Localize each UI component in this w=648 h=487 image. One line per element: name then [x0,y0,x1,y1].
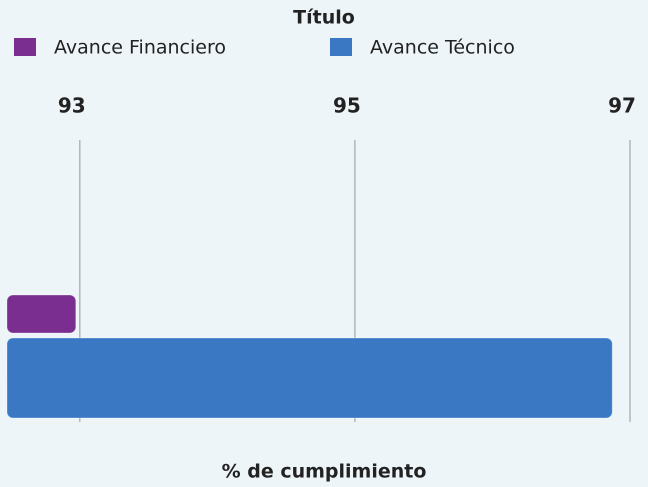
chart-title: Título [293,7,355,29]
legend-swatch [14,38,36,56]
x-tick-label: 93 [58,94,86,118]
x-tick-label: 97 [608,94,636,118]
legend-label: Avance Técnico [370,37,515,59]
legend-swatch [330,38,352,56]
legend-label: Avance Financiero [54,37,226,59]
x-tick-label: 95 [333,94,361,118]
bar [6,337,613,419]
bar [6,294,77,334]
x-axis-label: % de cumplimiento [222,461,427,483]
